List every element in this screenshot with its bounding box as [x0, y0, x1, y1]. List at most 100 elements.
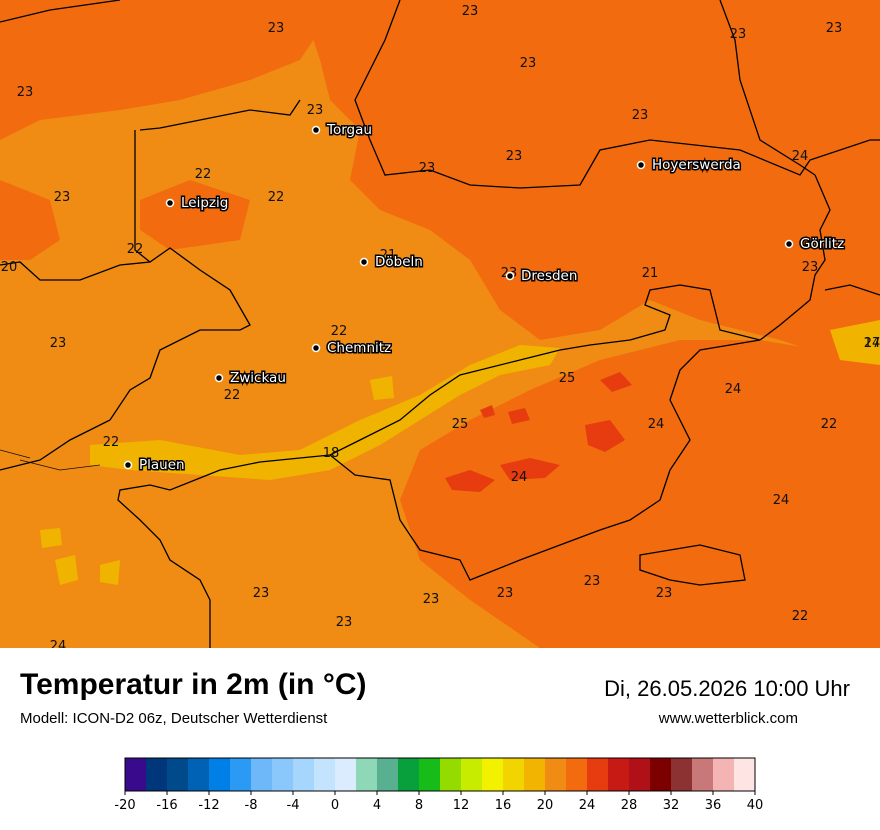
legend-tick-label: -12: [198, 798, 219, 813]
temperature-value: 25: [559, 371, 576, 386]
temperature-value: 24: [511, 470, 528, 485]
temperature-value: 23: [730, 27, 747, 42]
temperature-value: 24: [648, 417, 665, 432]
temperature-value: 22: [268, 190, 285, 205]
city-dot: [311, 343, 321, 353]
temperature-value: 17: [864, 336, 880, 351]
legend-swatch: [440, 758, 462, 791]
legend-swatch: [230, 758, 252, 791]
temperature-value: 22: [821, 417, 838, 432]
color-legend: -20 -16 -12 -8 -4 0 4 8 12 16 20 24 28 32 36 40: [114, 757, 763, 813]
temperature-value: 24: [725, 382, 742, 397]
temperature-value: 23: [520, 56, 537, 71]
footer: Temperatur in 2m (in °C) Modell: ICON-D2…: [0, 648, 880, 830]
legend-swatch: [713, 758, 735, 791]
model-source: Modell: ICON-D2 06z, Deutscher Wetterdie…: [20, 710, 328, 727]
temperature-value: 22: [224, 388, 241, 403]
legend-tick-label: 4: [373, 798, 381, 813]
mountain-band: [40, 320, 880, 585]
legend-tick-label: 20: [537, 798, 554, 813]
legend-swatch: [524, 758, 546, 791]
forecast-datetime: Di, 26.05.2026 10:00 Uhr: [604, 676, 850, 701]
legend-swatch: [419, 758, 441, 791]
legend-swatch: [671, 758, 693, 791]
temperature-value: 25: [452, 417, 469, 432]
legend-tick-label: 12: [453, 798, 470, 813]
legend-swatch: [734, 758, 756, 791]
temperature-value: 23: [506, 149, 523, 164]
legend-swatch: [167, 758, 189, 791]
city-label: Döbeln: [375, 254, 423, 270]
temperature-value: 24: [864, 336, 880, 351]
website: www.wetterblick.com: [658, 710, 798, 727]
city-dot: [165, 198, 175, 208]
temperature-values: 23 23 23 23 23 23 23 23 23 23 23 24 22 22 23 22 20 21 23 21…: [1, 4, 880, 648]
temperature-value: 23: [307, 103, 324, 118]
city-dot: [359, 257, 369, 267]
legend-swatch: [461, 758, 483, 791]
city-label: Dresden: [521, 268, 577, 284]
legend-swatch: [566, 758, 588, 791]
temperature-value: 23: [268, 21, 285, 36]
temperature-value: 23: [462, 4, 479, 19]
temperature-value: 20: [1, 260, 18, 275]
legend-swatch: [482, 758, 504, 791]
temperature-value: 23: [802, 260, 819, 275]
city-dot: [784, 239, 794, 249]
legend-swatch: [209, 758, 231, 791]
temperature-value: 23: [423, 592, 440, 607]
legend-swatch: [272, 758, 294, 791]
hot-patches: [445, 372, 632, 492]
temperature-value: 23: [656, 586, 673, 601]
temperature-value: 21: [380, 248, 397, 263]
city-label: Torgau: [326, 122, 372, 138]
temperature-value: 23: [253, 586, 270, 601]
temperature-value: 23: [497, 586, 514, 601]
legend-frame: [124, 757, 756, 792]
temperature-map: 23 23 23 23 23 23 23 23 23 23 23 24 22 22 23 22 20 21 23 21…: [0, 0, 880, 648]
legend-tick-label: 32: [663, 798, 680, 813]
temperature-value: 24: [50, 639, 67, 648]
legend-tick-label: -4: [287, 798, 300, 813]
city-label: Chemnitz: [327, 340, 391, 356]
map-title: Temperatur in 2m (in °C): [20, 668, 367, 701]
city-dot: [311, 125, 321, 135]
city-dot: [214, 373, 224, 383]
temperature-value: 22: [792, 609, 809, 624]
temperature-value: 23: [584, 574, 601, 589]
temperature-value: 23: [336, 615, 353, 630]
legend-tick-label: 24: [579, 798, 596, 813]
legend-swatch: [146, 758, 168, 791]
city-label: Leipzig: [181, 195, 228, 211]
city-dot: [636, 160, 646, 170]
temperature-value: 23: [17, 85, 34, 100]
legend-swatch: [398, 758, 420, 791]
temperature-value: 23: [54, 190, 71, 205]
legend-tick-label: 0: [331, 798, 339, 813]
legend-tick-label: -20: [114, 798, 135, 813]
temperature-value: 24: [792, 149, 809, 164]
legend-swatch: [125, 758, 147, 791]
temperature-value: 22: [331, 324, 348, 339]
legend-swatch: [251, 758, 273, 791]
city-label: Plauen: [139, 457, 185, 473]
legend-tick-label: 8: [415, 798, 423, 813]
border-lines: [0, 0, 880, 648]
temperature-value: 23: [826, 21, 843, 36]
city-markers: Torgau Hoyerswerda Leipzig Görlitz Döbeln Dre…: [123, 121, 846, 475]
temperature-value: 22: [127, 242, 144, 257]
legend-swatch: [545, 758, 567, 791]
temperature-value: 22: [195, 167, 212, 182]
city-label: Görlitz: [800, 236, 844, 252]
legend-tick-label: -16: [156, 798, 177, 813]
legend-swatch: [692, 758, 714, 791]
city-dot: [123, 460, 133, 470]
city-label: Zwickau: [230, 370, 286, 386]
river-lines: [0, 449, 101, 471]
temperature-value: 23: [632, 108, 649, 123]
legend-swatch: [377, 758, 399, 791]
legend-tick-label: 16: [495, 798, 512, 813]
legend-swatch: [608, 758, 630, 791]
legend-swatch: [356, 758, 378, 791]
legend-swatch: [293, 758, 315, 791]
